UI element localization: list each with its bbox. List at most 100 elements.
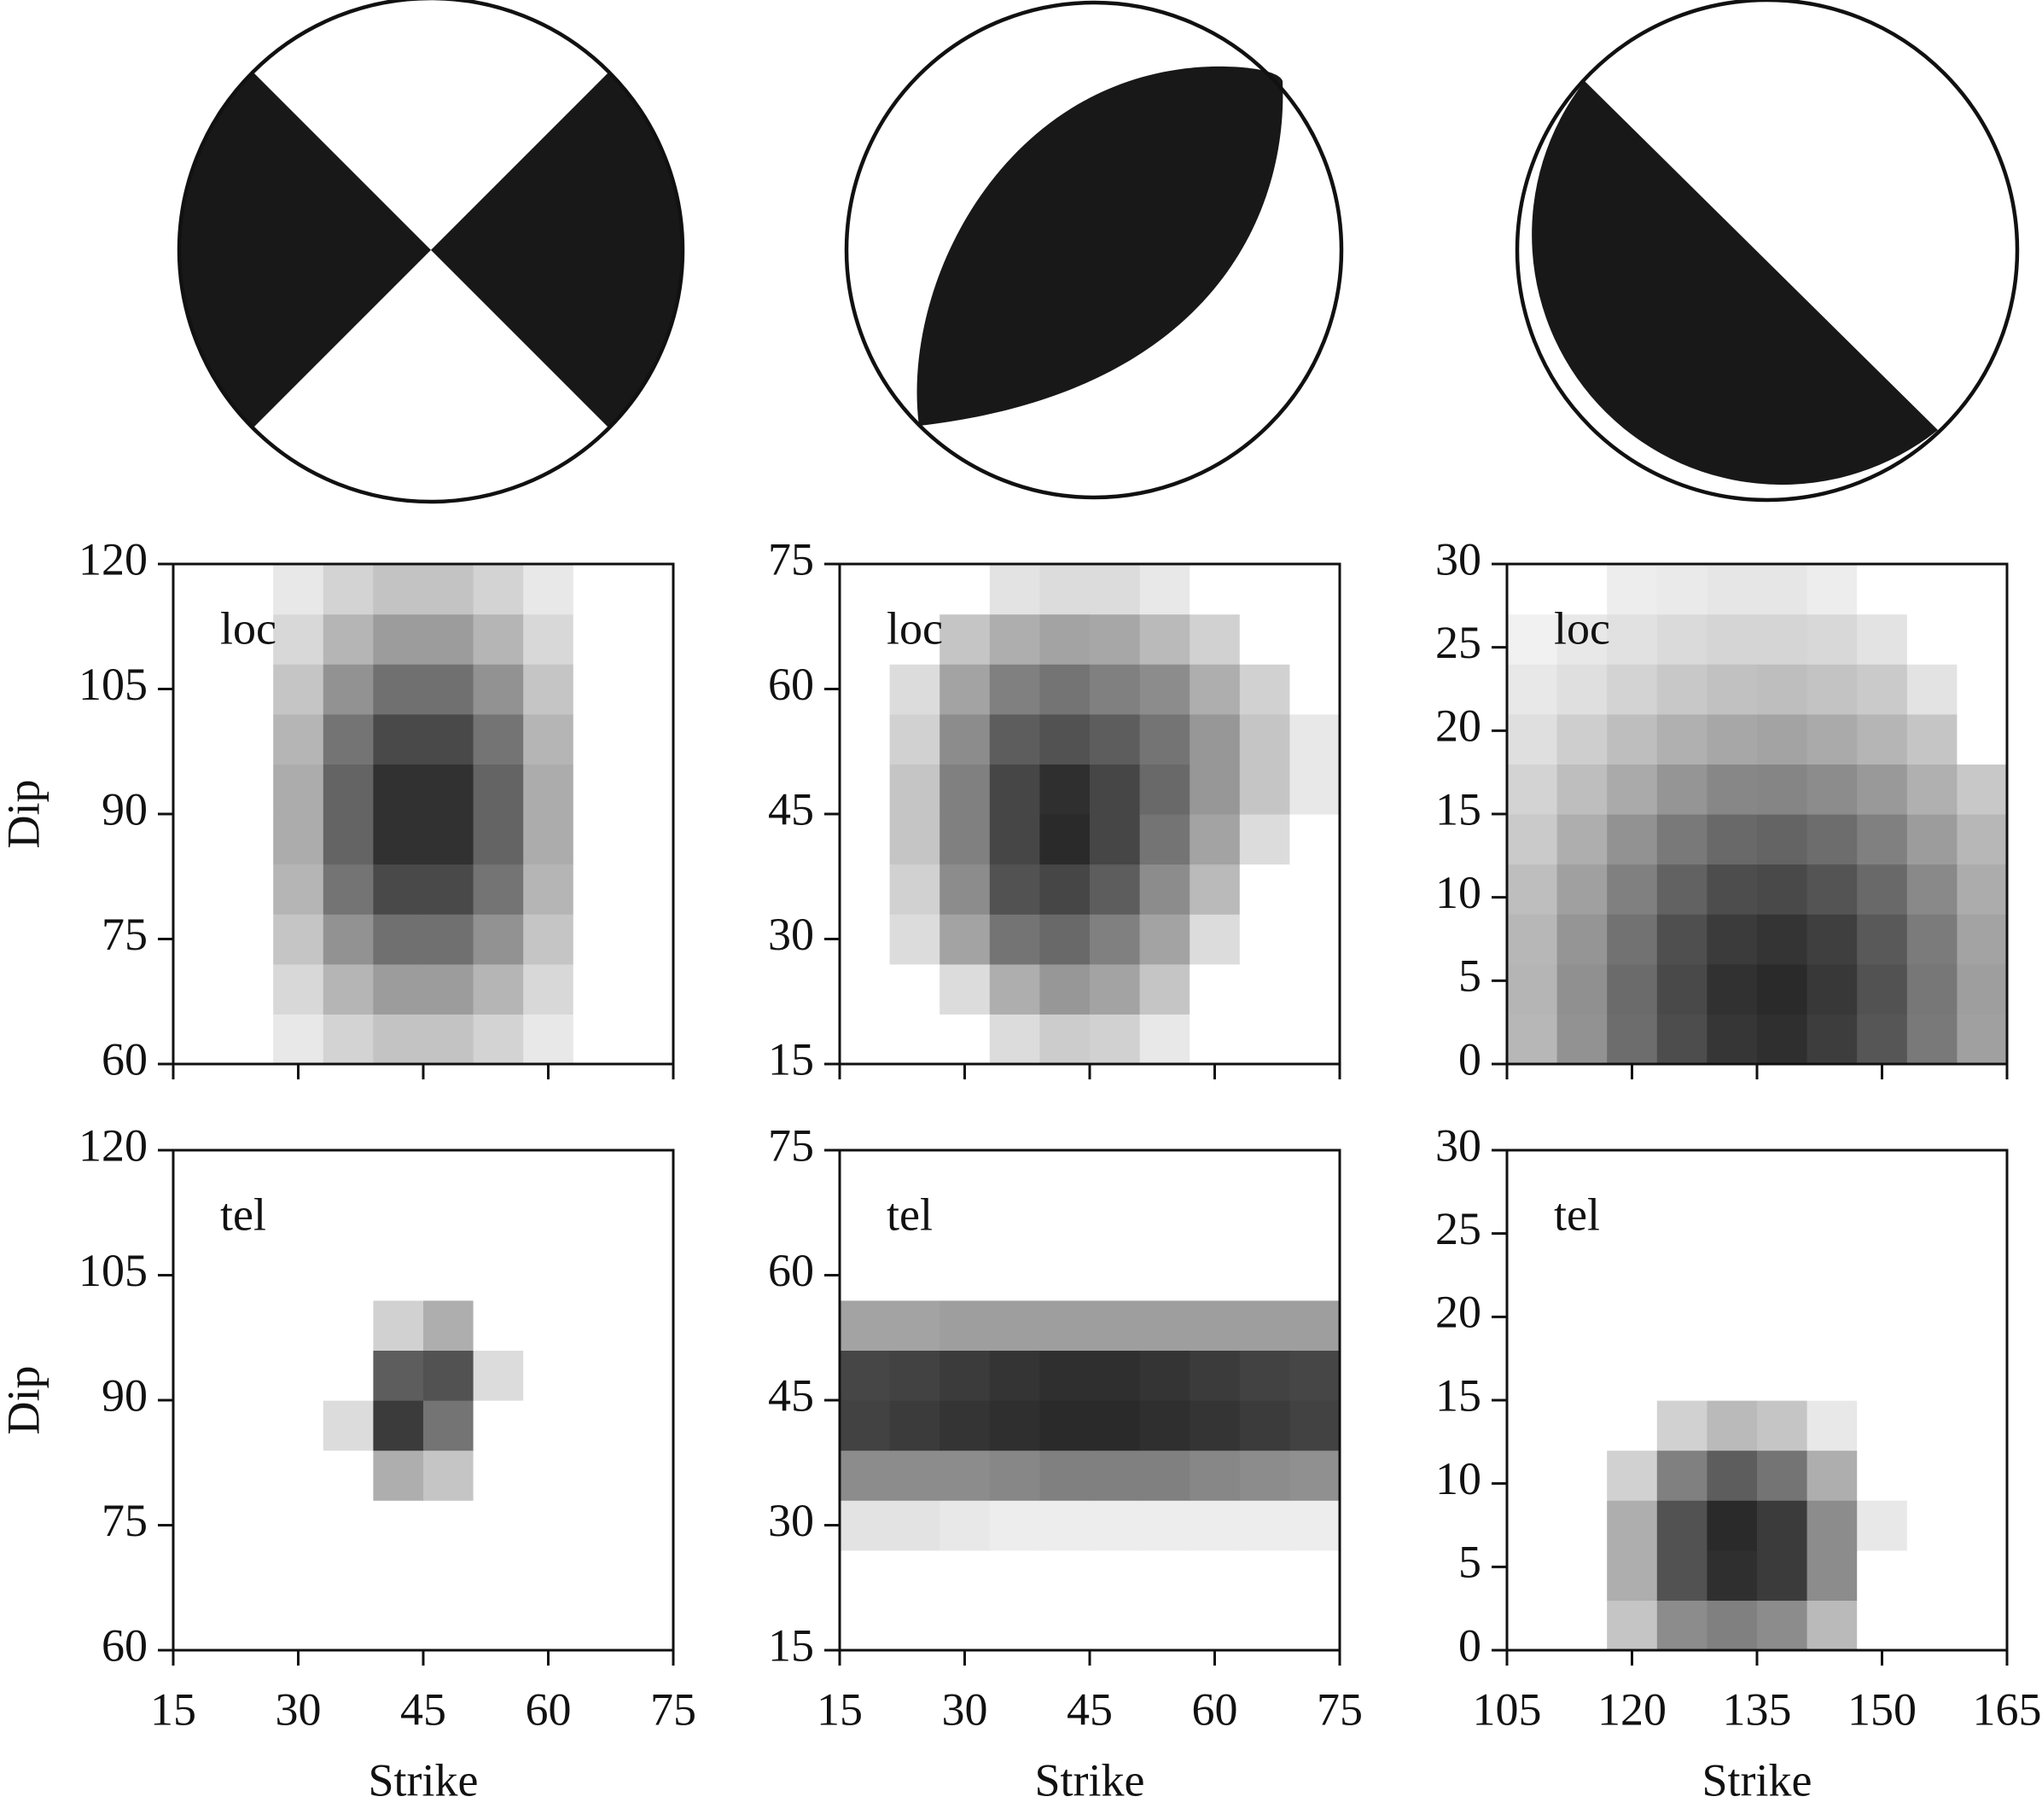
compressional-region (916, 66, 1283, 426)
density-cell (1289, 764, 1341, 815)
density-cell (1656, 613, 1707, 665)
density-cell (989, 713, 1040, 765)
density-cell (323, 1150, 374, 1201)
density-cell (623, 1300, 674, 1351)
density-cell (1857, 1200, 1908, 1251)
density-cell (1239, 1250, 1290, 1301)
density-cell (423, 814, 474, 865)
density-cell (1757, 1450, 1808, 1501)
density-cell (423, 664, 474, 715)
density-cell (1757, 1350, 1808, 1401)
density-cell (1090, 1014, 1141, 1065)
density-cell (523, 1350, 574, 1401)
density-cell (423, 863, 474, 915)
density-cell (1906, 564, 1958, 615)
density-cell (1607, 1350, 1658, 1401)
density-cell (573, 764, 624, 815)
density-cell (173, 664, 224, 715)
density-cell (323, 1500, 374, 1551)
density-cell (1906, 814, 1958, 865)
density-cell (473, 1600, 524, 1651)
y-tick-label: 15 (768, 1619, 814, 1671)
density-cell (1906, 1450, 1958, 1501)
density-cell (573, 963, 624, 1015)
density-cell (940, 814, 991, 865)
density-cell (1957, 963, 2008, 1015)
density-cell (1656, 814, 1707, 865)
density-cell (840, 564, 891, 615)
density-cell (173, 914, 224, 965)
density-cell (1139, 1014, 1190, 1065)
density-cell (1289, 1150, 1341, 1201)
density-cell (623, 863, 674, 915)
density-cell (373, 1014, 424, 1065)
density-cell (1806, 613, 1858, 665)
density-cell (323, 764, 374, 815)
density-cell (273, 863, 324, 915)
panel-label: tel (887, 1189, 933, 1240)
density-cell (1857, 1450, 1908, 1501)
density-cell (373, 1450, 424, 1501)
density-cell (323, 1350, 374, 1401)
density-cell (623, 914, 674, 965)
density-cell (1289, 664, 1341, 715)
density-cell (940, 1500, 991, 1551)
density-cell (1757, 963, 1808, 1015)
density-cell (1507, 1600, 1558, 1651)
density-cell (1607, 564, 1658, 615)
density-cell (523, 1300, 574, 1351)
density-cell (523, 814, 574, 865)
density-cell (523, 1550, 574, 1601)
density-cell (473, 1450, 524, 1501)
density-cell (1039, 564, 1091, 615)
density-cell (1139, 564, 1190, 615)
density-cell (1806, 564, 1858, 615)
density-cell (173, 1400, 224, 1451)
density-cell (1656, 1450, 1707, 1501)
density-cell (1906, 1500, 1958, 1551)
density-cell (1507, 1300, 1558, 1351)
density-cell (1190, 1300, 1241, 1351)
density-cell (423, 613, 474, 665)
density-cell (1957, 1500, 2008, 1551)
density-cell (373, 1200, 424, 1251)
density-cell (273, 814, 324, 865)
density-cell (1556, 1300, 1608, 1351)
density-cell (1656, 1550, 1707, 1601)
density-cell (1039, 1150, 1091, 1201)
density-cell (1039, 963, 1091, 1015)
density-cell (1239, 764, 1290, 815)
density-cell (1090, 1550, 1141, 1601)
density-cell (840, 1014, 891, 1065)
y-axis-label: Dip (0, 780, 49, 849)
density-cell (989, 613, 1040, 665)
density-cell (573, 1450, 624, 1501)
density-cell (1957, 1200, 2008, 1251)
density-cell (940, 1300, 991, 1351)
y-tick-label: 60 (768, 1245, 814, 1296)
density-cell (523, 1200, 574, 1251)
density-cell (323, 814, 374, 865)
y-tick-label: 15 (1435, 783, 1481, 834)
density-cell (1656, 1500, 1707, 1551)
density-cell (1289, 713, 1341, 765)
density-cell (1507, 863, 1558, 915)
density-cell (1289, 1350, 1341, 1401)
density-cell (223, 1250, 274, 1301)
density-cell (1857, 1550, 1908, 1601)
density-cell (1556, 1150, 1608, 1201)
density-cell (1607, 613, 1658, 665)
density-cell (1289, 1450, 1341, 1501)
beachball (1515, 0, 2020, 503)
density-cell (889, 613, 940, 665)
density-cell (989, 1014, 1040, 1065)
density-cell (1957, 914, 2008, 965)
density-cell (1139, 1550, 1190, 1601)
density-cell (989, 764, 1040, 815)
density-cell (373, 1350, 424, 1401)
density-cell (1507, 713, 1558, 765)
density-cell (223, 914, 274, 965)
density-cell (1239, 1500, 1290, 1551)
density-cell (173, 613, 224, 665)
density-cell (1507, 1250, 1558, 1301)
